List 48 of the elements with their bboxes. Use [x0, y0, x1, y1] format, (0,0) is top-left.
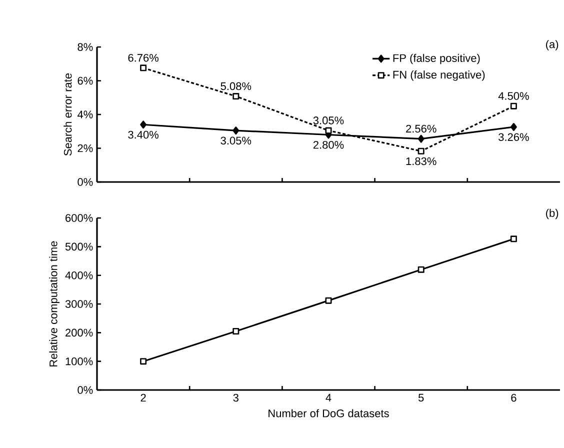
point — [232, 93, 240, 100]
y-tick-label: 200% — [66, 328, 93, 337]
data-label: 3.05% — [313, 116, 344, 124]
point — [232, 328, 240, 334]
x-tick-label: 5 — [418, 394, 424, 402]
data-label: 2.56% — [406, 124, 436, 133]
point — [418, 148, 424, 154]
x-tick-label: 6 — [511, 394, 516, 402]
y-axis-title: Relative computation time — [49, 241, 60, 366]
y-tick-label: 0% — [78, 178, 93, 186]
point — [418, 134, 424, 143]
y-axis-title: Search error rate — [64, 73, 72, 156]
y-tick-label: 2% — [78, 144, 93, 152]
data-label: 3.26% — [498, 133, 529, 141]
data-label: 4.50% — [498, 92, 529, 100]
point — [510, 236, 517, 242]
data-label: 3.05% — [220, 136, 252, 145]
y-tick-label: 600% — [66, 214, 93, 222]
point — [418, 266, 424, 273]
data-label: 6.76% — [128, 54, 158, 62]
y-tick-label: 100% — [66, 357, 93, 366]
x-tick-label: 2 — [140, 394, 146, 402]
point — [510, 102, 517, 110]
y-tick-label: 4% — [77, 110, 93, 118]
x-tick-label: 3 — [233, 394, 238, 402]
y-tick-label: 6% — [78, 76, 93, 85]
data-label: 5.08% — [220, 82, 252, 90]
legend-label: FN (false negative) — [393, 70, 485, 81]
point — [140, 358, 147, 365]
data-label: 3.40% — [128, 130, 158, 139]
y-tick-label: 8% — [78, 43, 93, 51]
annotation: (b) — [546, 208, 558, 220]
point — [325, 127, 332, 134]
point — [232, 126, 240, 135]
point — [140, 64, 147, 72]
annotation: (a) — [546, 40, 558, 50]
x-tick-label: 4 — [326, 394, 332, 402]
legend-label: FP (false positive) — [393, 54, 480, 64]
y-tick-label: 400% — [65, 271, 93, 280]
y-tick-label: 500% — [65, 242, 93, 251]
data-label: 1.83% — [406, 157, 436, 166]
point — [325, 297, 332, 304]
x-axis-title: Number of DoG datasets — [268, 409, 389, 418]
data-label: 2.80% — [313, 140, 344, 149]
y-tick-label: 0% — [78, 386, 93, 394]
point — [140, 120, 147, 129]
y-tick-label: 300% — [65, 300, 93, 308]
point — [510, 122, 517, 131]
